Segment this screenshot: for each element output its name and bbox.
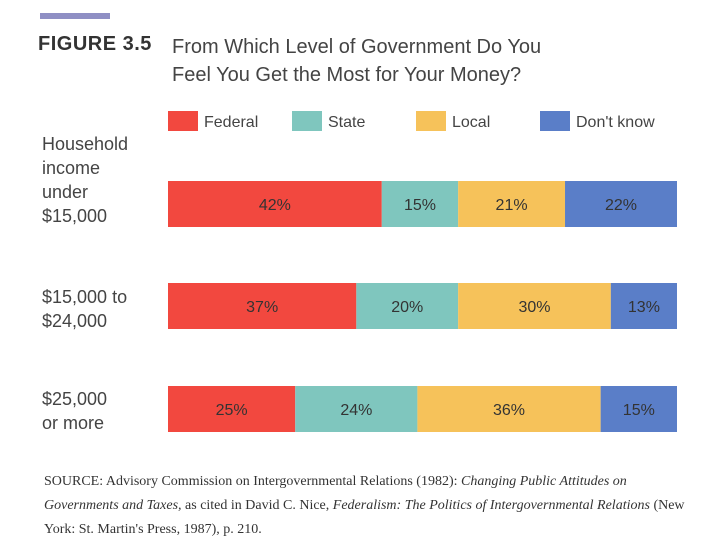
category-label-line: $25,000 <box>42 389 107 409</box>
source-suffix: (New York: St. Martin's Press, 1987), p.… <box>44 498 685 537</box>
bar-segment-state <box>381 181 459 227</box>
figure-title-line-1: From Which Level of Government Do You <box>172 36 542 58</box>
legend-swatch-state <box>292 111 322 131</box>
legend-label-local: Local <box>452 114 490 131</box>
top-rule <box>40 13 110 19</box>
category-label-2: $15,000 to $24,000 <box>42 287 127 331</box>
source-middle: as cited in David C. Nice, <box>181 498 333 513</box>
category-label-1: Household income under $15,000 <box>42 134 128 226</box>
legend-swatch-local <box>416 111 446 131</box>
legend-swatch-don-t-know <box>540 111 570 131</box>
category-label-3: $25,000 or more <box>42 389 107 433</box>
bar-segment-local <box>458 181 566 227</box>
bars: 42% 15% 21% 22% 37% 20% 30% 13% 25% 24% 36% 15% <box>168 181 677 432</box>
bar-value-label: 21% <box>496 197 528 214</box>
bar-segment-federal <box>168 283 357 329</box>
source-citation: SOURCE: Advisory Commission on Intergove… <box>44 470 704 542</box>
chart-legend: Federal State Local Don't know <box>168 111 655 131</box>
bar-segment-don-t-know <box>610 283 677 329</box>
bar-value-label: 15% <box>404 197 436 214</box>
category-label-line: $15,000 <box>42 206 107 226</box>
bar-value-label: 24% <box>340 402 372 419</box>
category-labels: Household income under $15,000 $15,000 to $24… <box>42 134 128 433</box>
figure-title: From Which Level of Government Do You Fe… <box>172 33 692 89</box>
source-title-2: Federalism: The Politics of Intergovernm… <box>332 498 650 513</box>
category-label-line: Household <box>42 134 128 154</box>
bar-segment-don-t-know <box>565 181 677 227</box>
source-prefix: SOURCE: Advisory Commission on Intergove… <box>44 474 461 489</box>
category-label-line: under <box>42 182 88 202</box>
legend-swatch-federal <box>168 111 198 131</box>
bar-value-label: 37% <box>246 299 278 316</box>
bar-value-label: 36% <box>493 402 525 419</box>
bar-value-label: 25% <box>216 402 248 419</box>
bar-value-label: 13% <box>628 299 660 316</box>
bar-value-label: 42% <box>259 197 291 214</box>
legend-label-don-t-know: Don't know <box>576 114 655 131</box>
legend-label-federal: Federal <box>204 114 258 131</box>
bar-value-label: 15% <box>623 402 655 419</box>
figure-label: FIGURE 3.5 <box>38 33 152 55</box>
category-label-line: $15,000 to <box>42 287 127 307</box>
bar-value-label: 22% <box>605 197 637 214</box>
figure-title-line-2: Feel You Get the Most for Your Money? <box>172 64 522 86</box>
bar-value-label: 20% <box>391 299 423 316</box>
category-label-line: or more <box>42 413 104 433</box>
bar-segment-local <box>458 283 611 329</box>
category-label-line: income <box>42 158 100 178</box>
bar-segment-state <box>295 386 418 432</box>
category-label-line: $24,000 <box>42 311 107 331</box>
bar-segment-don-t-know <box>600 386 677 432</box>
bar-segment-federal <box>168 181 382 227</box>
legend-label-state: State <box>328 114 365 131</box>
bar-segment-local <box>417 386 601 432</box>
bar-segment-federal <box>168 386 296 432</box>
bar-segment-state <box>356 283 459 329</box>
source-title-1: Changing Public Attitudes on Governments… <box>44 474 627 513</box>
bar-value-label: 30% <box>518 299 550 316</box>
stacked-bar-chart: Federal State Local Don't know Household inc… <box>42 111 677 433</box>
